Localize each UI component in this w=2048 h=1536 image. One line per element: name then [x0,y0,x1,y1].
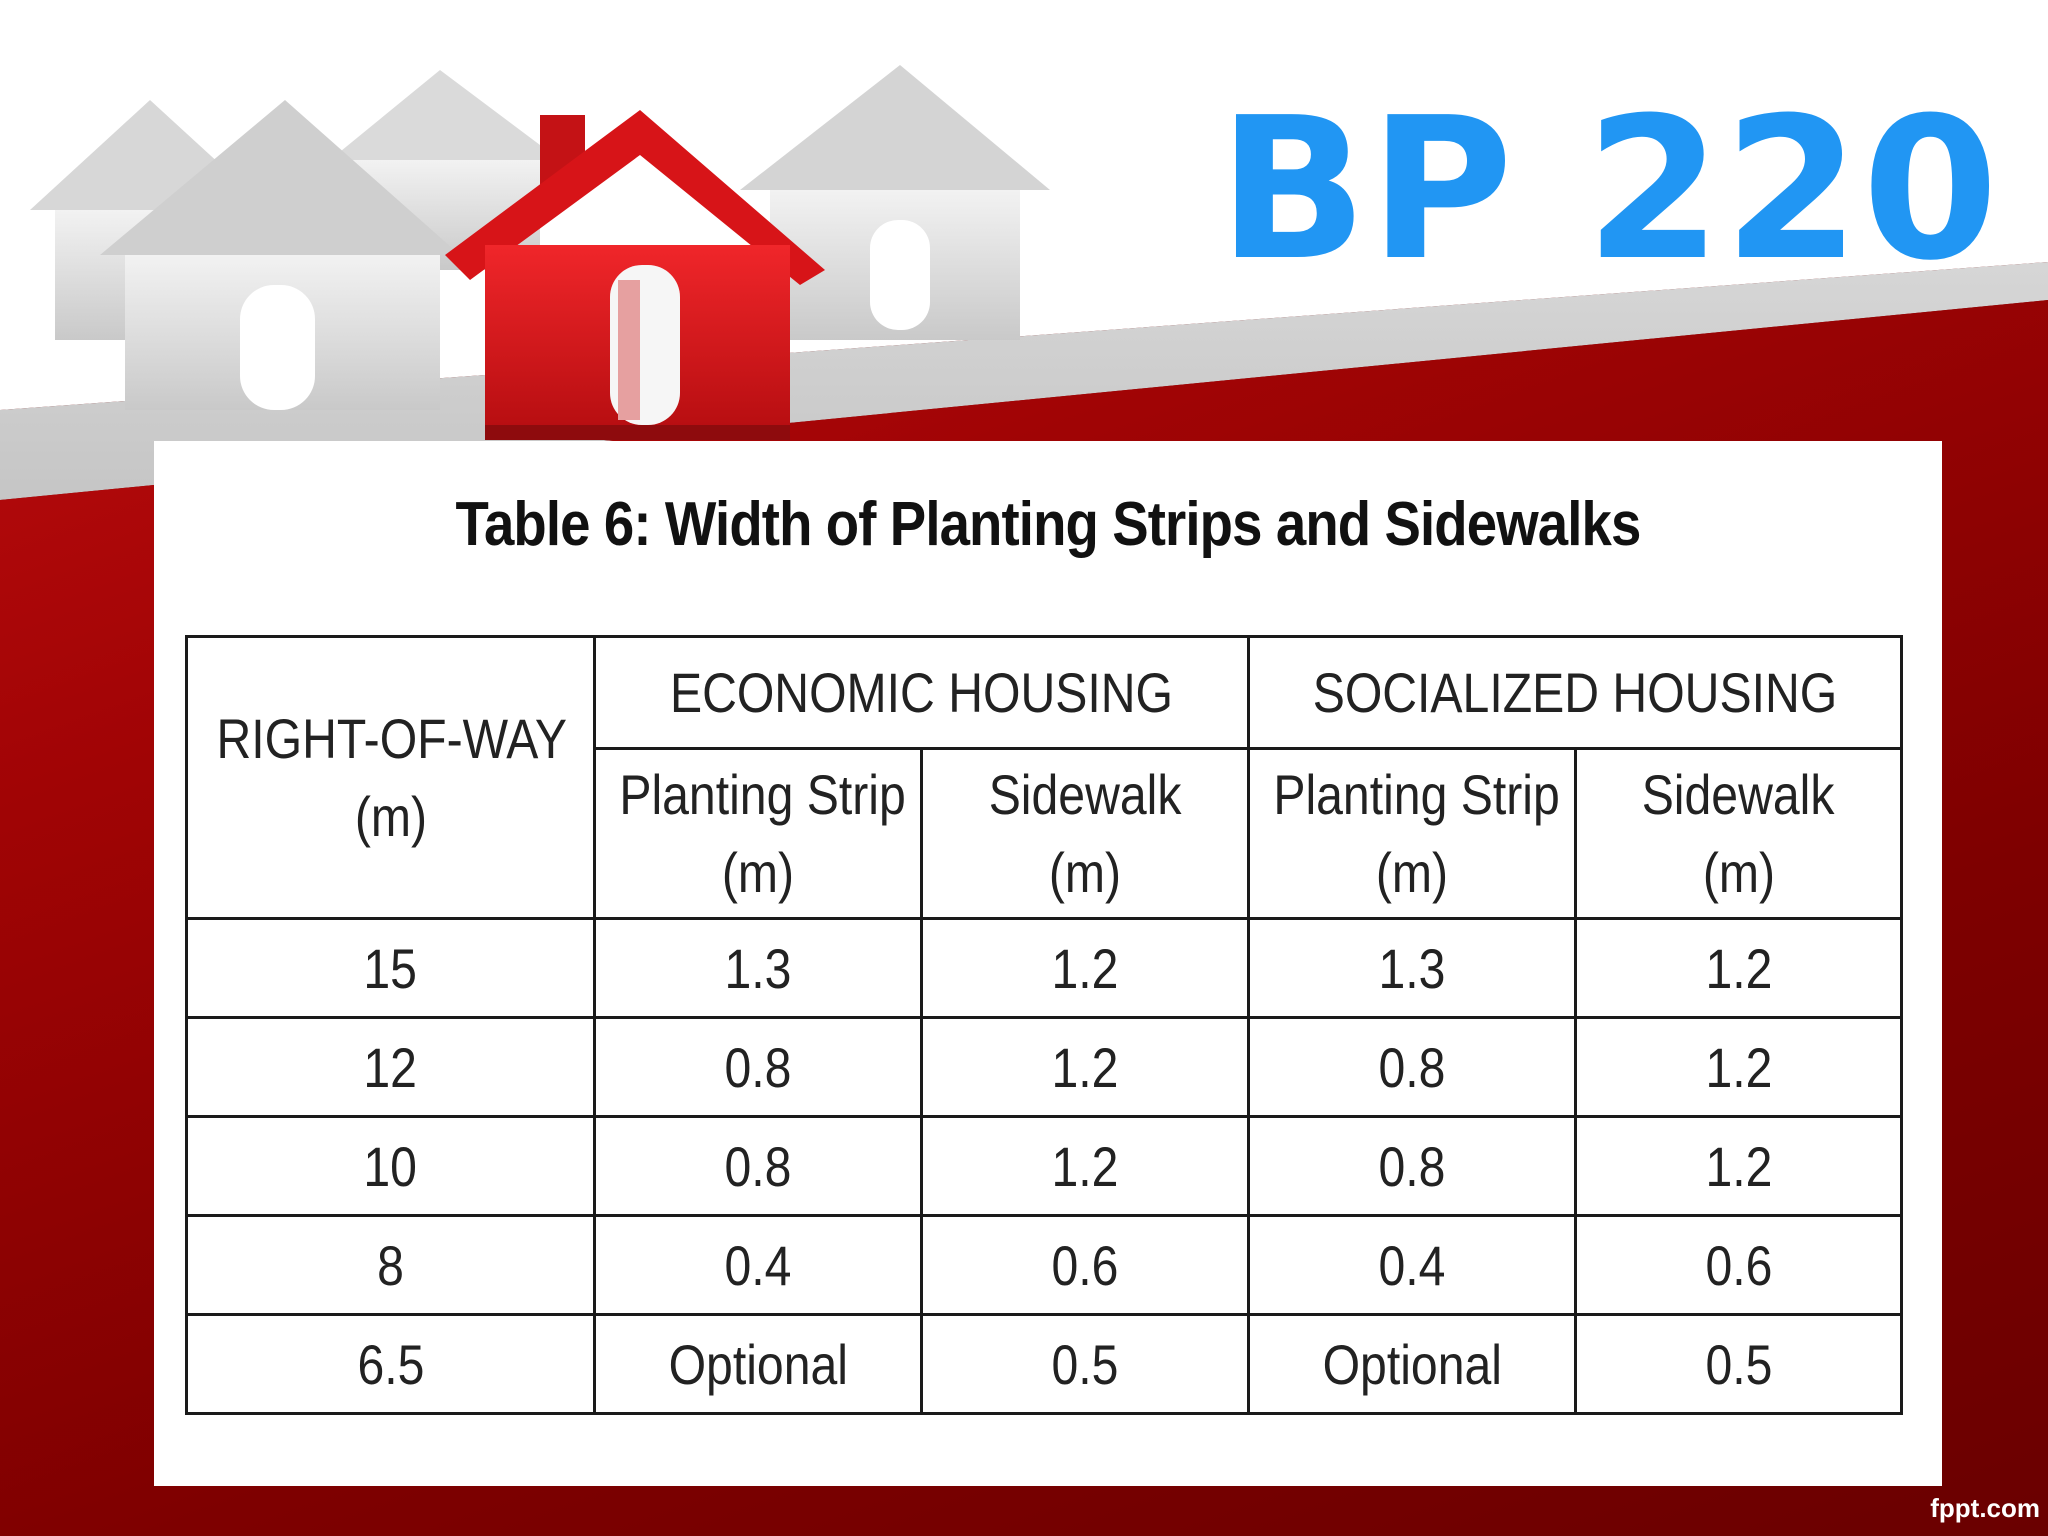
table-row: 8 0.4 0.6 0.4 0.6 [185,1214,1904,1316]
table-cell: 0.6 [1574,1214,1904,1316]
table-cell: 0.5 [919,1313,1251,1415]
table-row: 15 1.3 1.2 1.3 1.2 [185,917,1904,1019]
table-cell: 0.8 [593,1016,923,1118]
table-cell: 1.2 [1574,1016,1904,1118]
table-row: 6.5 Optional 0.5 Optional 0.5 [185,1313,1904,1415]
table-caption: Table 6: Width of Planting Strips and Si… [455,490,1642,559]
table-cell: 0.4 [1247,1214,1578,1316]
table-cell: 1.2 [1574,917,1904,1019]
table-cell: 6.5 [185,1313,596,1415]
table-cell: 8 [185,1214,596,1316]
subheader-sidewalk: Sidewalk (m) [1574,747,1904,920]
house-icon [445,110,825,440]
table-cell: 10 [185,1115,596,1217]
table-cell: 12 [185,1016,596,1118]
header-economic-housing: ECONOMIC HOUSING [592,635,1251,750]
table-cell: 15 [185,917,596,1019]
table-cell: 0.8 [1247,1016,1578,1118]
table-cell: 1.3 [593,917,923,1019]
table-cell: 1.2 [919,917,1251,1019]
header-socialized-housing: SOCIALIZED HOUSING [1247,635,1904,750]
house-icon [100,100,460,410]
house-icon [740,65,1050,340]
table-cell: 0.6 [919,1214,1251,1316]
table-cell: Optional [1247,1313,1578,1415]
table-cell: 0.5 [1574,1313,1904,1415]
header-right-of-way: RIGHT-OF-WAY (m) [185,635,596,920]
slide-title: BP 220 [1218,76,2001,304]
footer-watermark: fppt.com [1930,1493,2040,1523]
table-row: 12 0.8 1.2 0.8 1.2 [185,1016,1904,1118]
table-cell: 0.8 [1247,1115,1578,1217]
houses-illustration [30,65,1050,440]
table-cell: 1.2 [1574,1115,1904,1217]
table-cell: 1.3 [1247,917,1578,1019]
table-cell: 1.2 [919,1016,1251,1118]
table-row: 10 0.8 1.2 0.8 1.2 [185,1115,1904,1217]
subheader-planting-strip: Planting Strip (m) [593,747,923,920]
table-cell: 1.2 [919,1115,1251,1217]
width-table: RIGHT-OF-WAY (m) ECONOMIC HOUSING SOCIAL… [185,635,1904,1415]
table-cell: 0.4 [593,1214,923,1316]
table-cell: Optional [593,1313,923,1415]
subheader-sidewalk: Sidewalk (m) [919,747,1251,920]
subheader-planting-strip: Planting Strip (m) [1247,747,1578,920]
table-cell: 0.8 [593,1115,923,1217]
table-panel: Table 6: Width of Planting Strips and Si… [154,441,1942,1486]
